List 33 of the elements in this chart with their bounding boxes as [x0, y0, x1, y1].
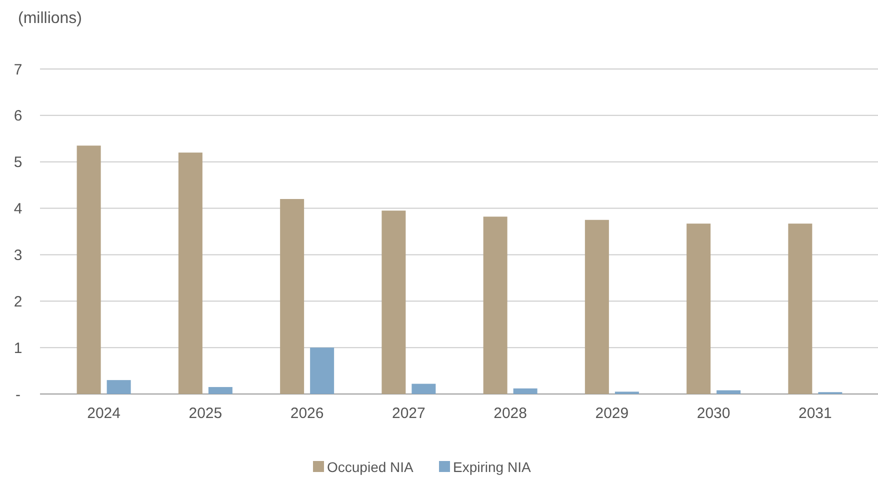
y-tick-label: 2 — [14, 293, 22, 310]
y-tick-label: 6 — [14, 108, 22, 125]
x-tick-label: 2024 — [87, 405, 120, 422]
bar — [382, 210, 406, 394]
y-tick-label: - — [16, 386, 20, 404]
bar — [310, 348, 334, 394]
y-tick-label: 4 — [14, 200, 22, 218]
legend-label: Occupied NIA — [327, 459, 414, 475]
bar — [483, 216, 508, 394]
y-tick-label: 7 — [14, 61, 22, 78]
y-tick-label: 1 — [14, 340, 22, 357]
x-tick-label: 2028 — [494, 405, 527, 422]
x-tick-label: 2027 — [392, 405, 426, 422]
bar — [716, 390, 741, 394]
bar — [208, 387, 232, 394]
bar — [686, 224, 711, 394]
y-axis-title: (millions) — [18, 10, 82, 27]
bar — [106, 380, 131, 394]
y-tick-label: 5 — [14, 154, 22, 172]
bar — [513, 388, 538, 394]
x-tick-label: 2029 — [595, 405, 629, 422]
legend-label: Expiring NIA — [453, 459, 532, 475]
bar — [280, 199, 304, 394]
x-tick-label: 2026 — [290, 405, 324, 422]
bar — [76, 146, 101, 394]
x-tick-label: 2030 — [696, 405, 730, 422]
x-tick-label: 2025 — [188, 405, 222, 422]
bar — [788, 224, 812, 394]
bar — [584, 220, 609, 394]
bar — [178, 152, 202, 394]
y-tick-label: 3 — [14, 246, 22, 264]
x-tick-label: 2031 — [798, 405, 832, 422]
bar — [412, 384, 436, 394]
